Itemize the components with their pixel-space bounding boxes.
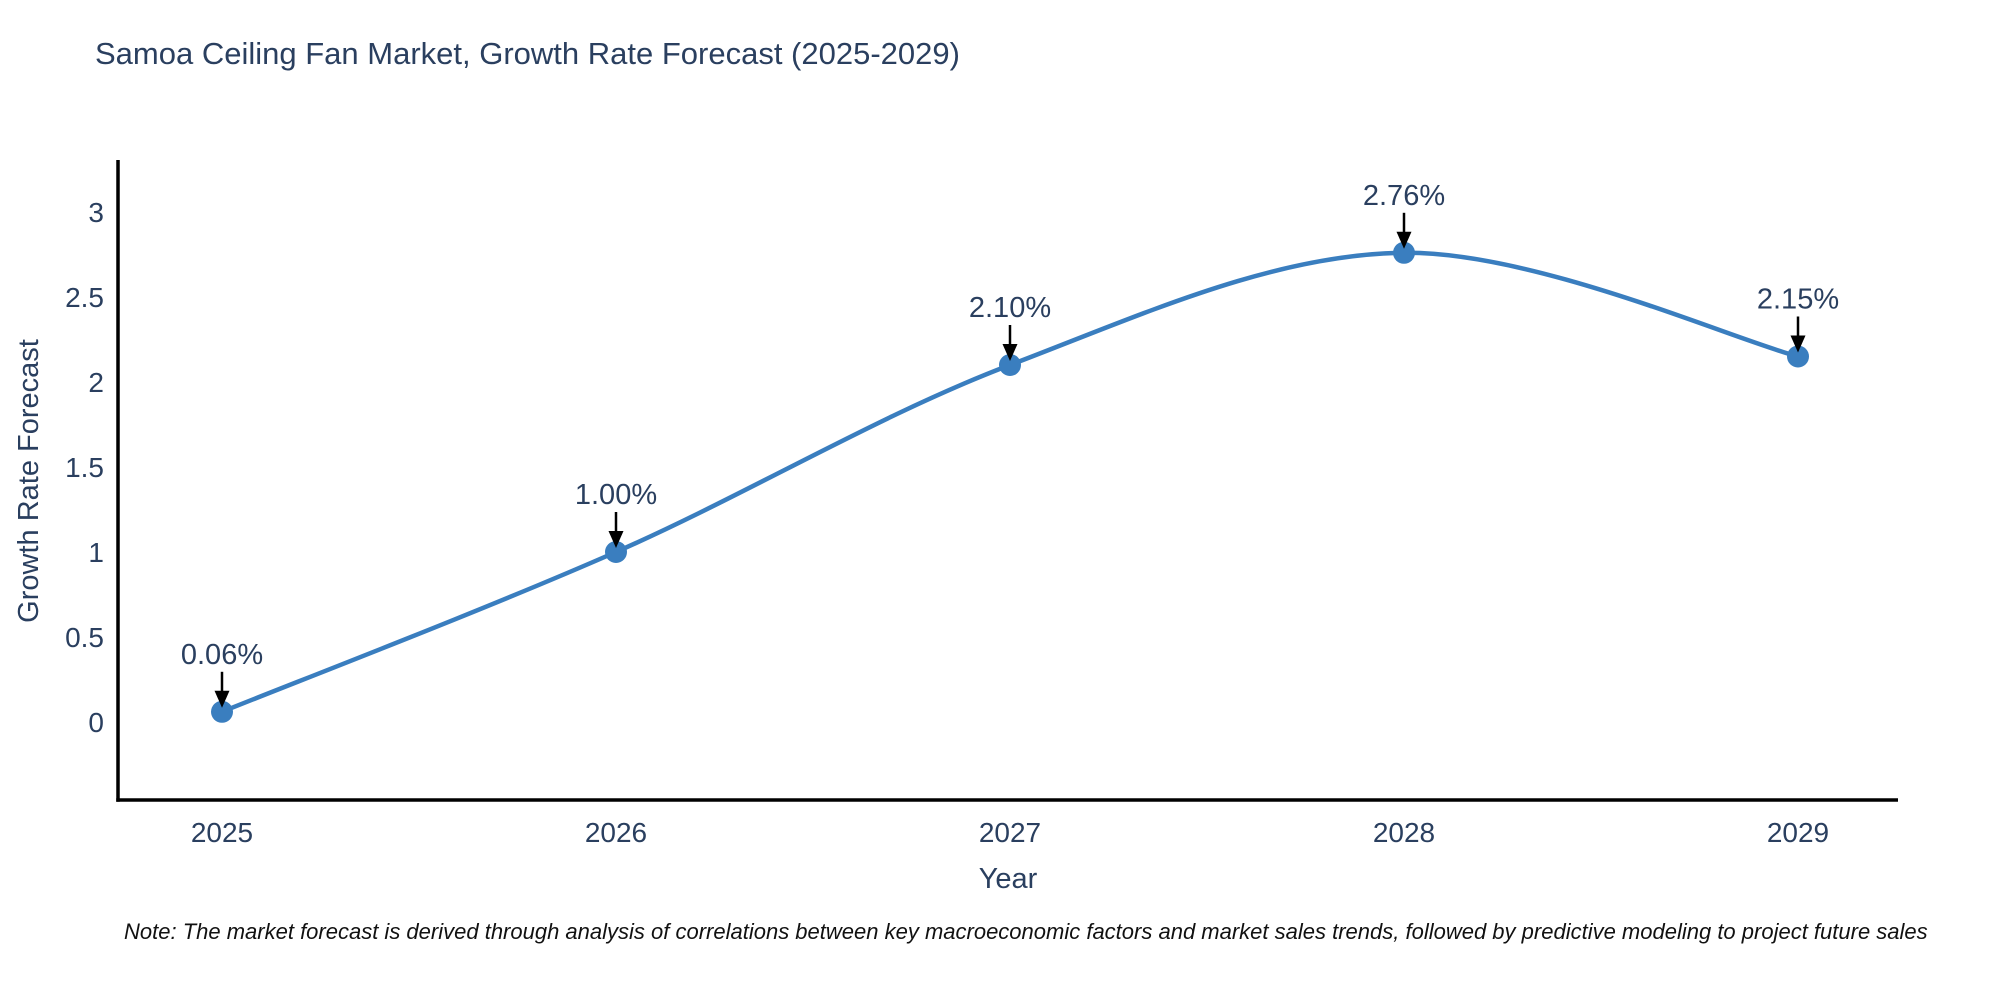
y-tick-label: 1 (88, 537, 104, 568)
annotation-label: 2.15% (1757, 284, 1839, 316)
y-tick-label: 1.5 (65, 452, 104, 483)
annotation-label: 1.00% (575, 479, 657, 511)
annotation-arrow-head (214, 690, 230, 708)
data-point-marker (1393, 241, 1415, 264)
annotation-arrow-head (1396, 231, 1412, 249)
annotation-arrow-head (608, 531, 624, 548)
annotation-label: 0.06% (181, 639, 263, 671)
chart-title: Samoa Ceiling Fan Market, Growth Rate Fo… (95, 36, 960, 71)
y-tick-label: 3 (88, 197, 104, 228)
data-point-marker (211, 700, 233, 723)
annotation-arrow-head (1002, 344, 1018, 361)
x-tick-label: 2025 (191, 817, 253, 848)
annotation-arrow-head (1790, 335, 1806, 353)
footnote: Note: The market forecast is derived thr… (124, 919, 1928, 944)
data-point-marker (605, 541, 627, 563)
y-tick-label: 0 (88, 707, 104, 738)
x-tick-label: 2028 (1373, 817, 1435, 848)
y-tick-label: 0.5 (65, 622, 104, 653)
data-point-marker (1787, 345, 1809, 368)
annotation-label: 2.10% (969, 292, 1051, 324)
y-tick-label: 2.5 (65, 282, 104, 313)
x-tick-label: 2026 (585, 817, 647, 848)
x-tick-label: 2027 (979, 817, 1041, 848)
y-tick-label: 2 (88, 367, 104, 398)
x-tick-label: 2029 (1767, 817, 1829, 848)
annotation-label: 2.76% (1363, 180, 1445, 212)
data-point-marker (999, 354, 1021, 376)
x-axis-title: Year (979, 863, 1038, 895)
y-axis-title: Growth Rate Forecast (13, 339, 45, 623)
